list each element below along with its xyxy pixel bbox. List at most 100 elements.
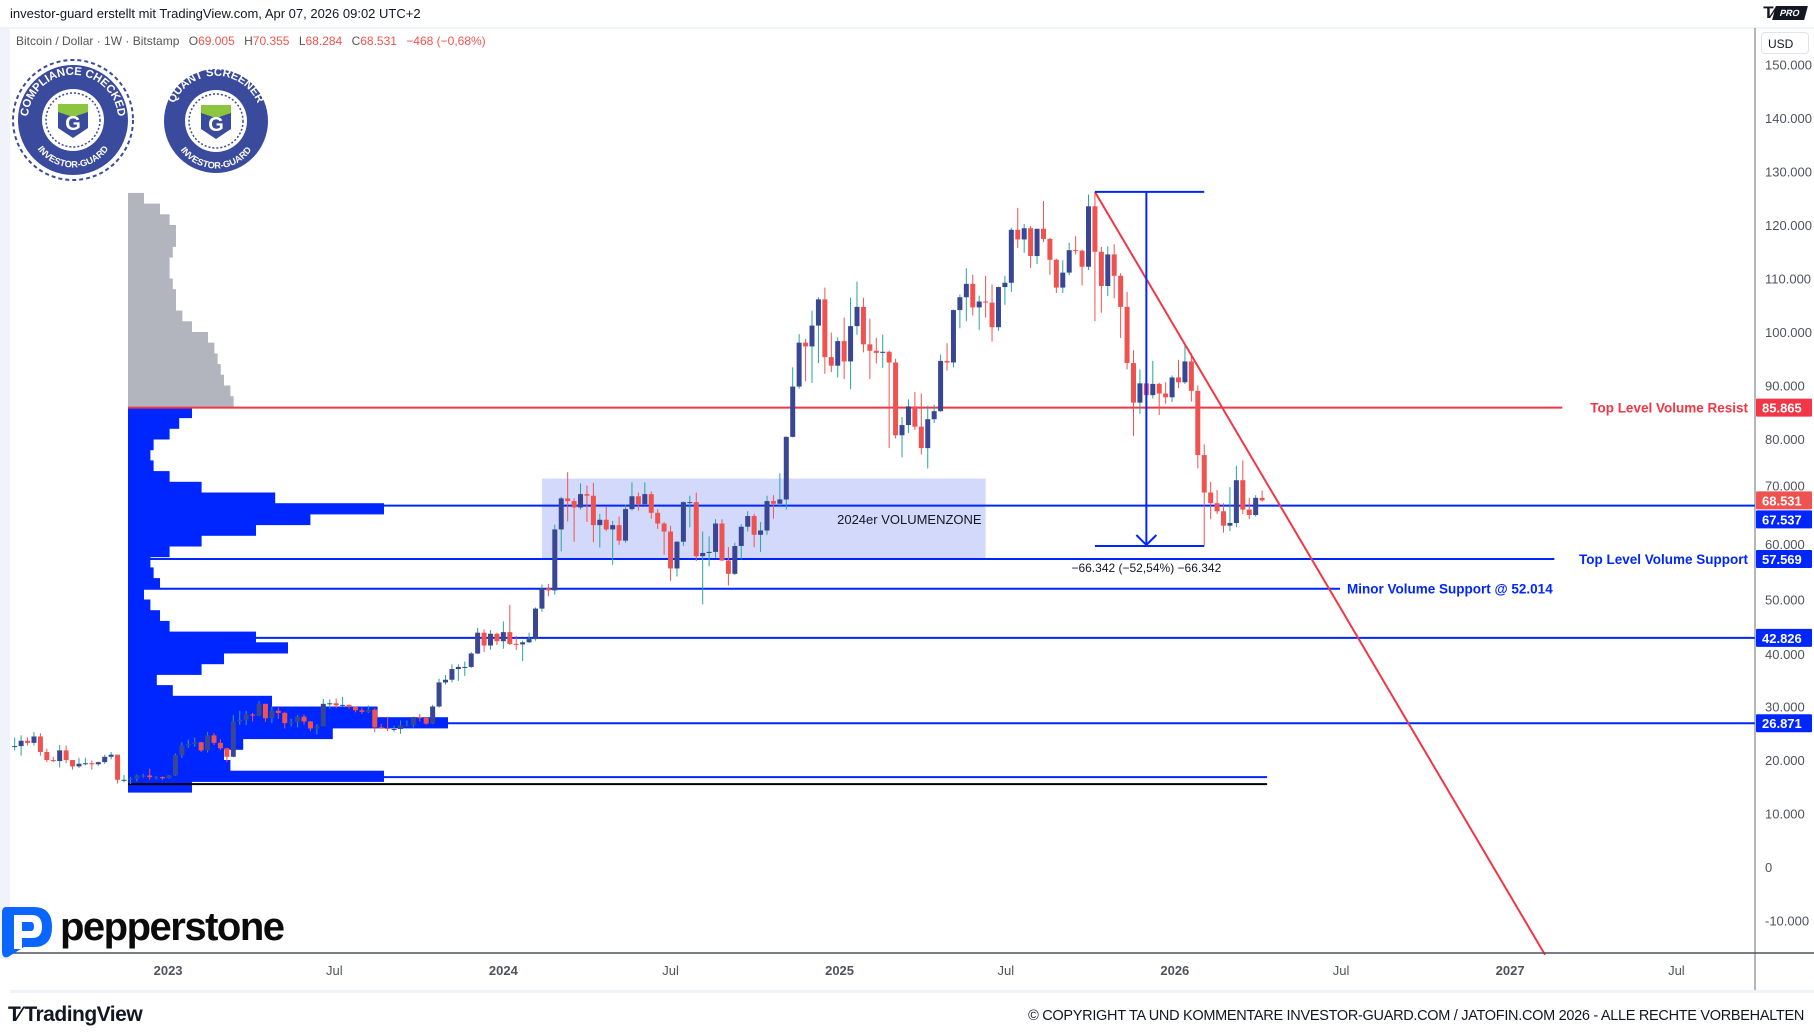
candle	[1040, 228, 1046, 239]
open-value: 69.005	[198, 34, 235, 48]
price-axis[interactable]: 150.000 140.000 130.000 120.000 110.000 100.0…	[1765, 58, 1812, 929]
symbol-legend[interactable]: Bitcoin / Dollar · 1W · Bitstamp O69.005…	[16, 34, 486, 48]
time-tick-label: Jul	[662, 963, 679, 978]
volume-profile-bar	[128, 567, 154, 579]
candle	[1169, 377, 1175, 398]
candle	[809, 325, 815, 347]
candle	[1163, 393, 1169, 398]
open-label: O	[188, 34, 199, 48]
candle	[867, 344, 873, 351]
candle	[153, 777, 159, 779]
candle	[1124, 306, 1130, 364]
price-tick-label: 140.000	[1765, 111, 1812, 126]
candle	[436, 682, 442, 707]
time-tick-label: Jul	[326, 963, 343, 978]
candle	[616, 525, 622, 541]
candle	[629, 496, 635, 510]
candle	[860, 306, 866, 345]
candle	[12, 746, 18, 748]
volume-profile-bar	[128, 706, 378, 718]
volume-profile-bar	[128, 406, 192, 419]
candle	[70, 760, 76, 767]
time-tick-label: 2026	[1160, 963, 1189, 978]
candle	[706, 551, 712, 553]
volume-profile-bar	[128, 460, 154, 472]
close-value: 68.531	[360, 34, 397, 48]
candle	[635, 496, 641, 505]
currency-button[interactable]: USD	[1761, 32, 1809, 54]
price-tag-label: 67.537	[1762, 512, 1802, 527]
price-tick-label: 130.000	[1765, 165, 1812, 180]
volume-profile-bar	[128, 653, 224, 665]
drawings: −66.342 (−52,54%) −66.342	[1071, 190, 1546, 956]
price-tick-label: 80.000	[1765, 432, 1805, 447]
candle	[1085, 206, 1091, 267]
candle	[957, 297, 963, 311]
candle	[623, 509, 629, 541]
candle	[648, 494, 654, 513]
candle	[995, 287, 1001, 328]
price-tags: 85.865 68.531 67.537 57.569 42.826 26.871	[1756, 398, 1812, 733]
tradingview-footer-logo: T⁄ TradingView	[8, 1003, 143, 1027]
candle	[442, 679, 448, 683]
candle	[783, 436, 789, 500]
candle	[108, 754, 114, 757]
candle	[680, 502, 686, 542]
candle	[803, 342, 809, 347]
high-label: H	[244, 34, 253, 48]
candle	[520, 642, 526, 645]
candle	[295, 716, 301, 723]
level-label: Top Level Volume Resist	[1590, 401, 1748, 416]
candle	[211, 735, 217, 743]
pepperstone-wordmark: pepperstone	[60, 905, 284, 949]
price-tick-label: 150.000	[1765, 58, 1812, 73]
candle	[95, 762, 101, 765]
volume-profile-bar	[128, 235, 176, 247]
candle	[314, 726, 320, 729]
candle	[751, 516, 757, 535]
tradingview-logo-icon: T⁄	[1763, 3, 1774, 22]
candle	[1131, 363, 1136, 403]
volume-profile-bar	[128, 203, 160, 215]
candle	[1195, 390, 1201, 456]
candle	[121, 779, 127, 781]
candle	[25, 740, 31, 743]
candle	[610, 525, 616, 530]
candle	[1015, 229, 1021, 240]
volume-profile-bar	[128, 396, 234, 408]
candle	[558, 498, 564, 530]
candle	[584, 494, 590, 496]
candle	[738, 526, 744, 546]
price-tag-label: 85.865	[1762, 401, 1802, 416]
candle	[770, 501, 776, 504]
symbol-description: Bitcoin / Dollar · 1W · Bitstamp	[16, 34, 180, 48]
price-tag-label: 26.871	[1762, 716, 1802, 731]
candle	[796, 342, 802, 387]
candle	[282, 712, 288, 724]
candle	[488, 633, 493, 646]
candle	[250, 714, 256, 716]
volume-profile-bar	[128, 374, 224, 386]
volume-profile-bar	[128, 278, 173, 290]
pepperstone-mark-letter	[14, 915, 42, 949]
volume-profile-bar	[128, 599, 151, 611]
candle	[1021, 228, 1027, 240]
time-axis[interactable]: 2023 Jul 2024 Jul 2025 Jul 2026 Jul 2027 Jul	[154, 963, 1685, 978]
candle	[63, 750, 69, 760]
candle	[655, 512, 661, 524]
candle	[880, 351, 886, 353]
candle	[410, 717, 416, 726]
price-tag-label: 57.569	[1762, 552, 1802, 567]
candle	[1208, 492, 1214, 504]
candle	[693, 502, 699, 557]
volume-profile-bar	[128, 353, 218, 365]
candle	[642, 494, 648, 505]
candle	[462, 666, 468, 668]
time-axis-area	[10, 954, 1814, 993]
price-tag	[1756, 550, 1812, 569]
candle	[963, 283, 969, 298]
candle	[552, 529, 558, 591]
candle	[854, 306, 860, 327]
measure-label: −66.342 (−52,54%) −66.342	[1071, 561, 1221, 575]
